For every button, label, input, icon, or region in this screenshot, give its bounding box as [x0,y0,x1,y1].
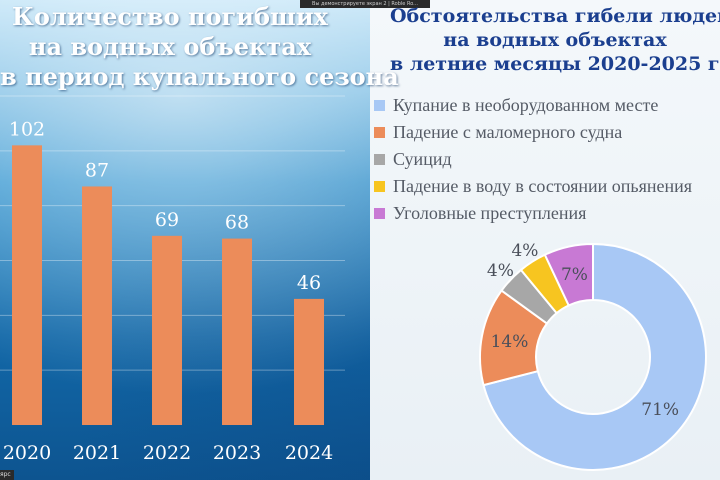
bar [222,238,252,425]
legend-swatch [374,100,385,111]
pie-title-line-3: в летние месяцы 2020-2025 год [390,53,720,75]
bar [294,298,324,425]
slice-value-label: 7% [561,265,588,285]
x-tick-label: 2023 [213,442,261,464]
bar-title-line-1: Количество погибших [12,2,328,31]
bar-value-label: 102 [9,118,45,140]
donut-slice [482,242,707,471]
legend-item: Суицид [374,146,720,173]
legend-label: Падение с маломерного судна [393,122,623,142]
pie-title-line-1: Обстоятельства гибели людей [390,5,720,27]
legend-item: Падение в воду в состоянии опьянения [374,173,720,200]
screen-share-banner[interactable]: Вы демонстрируете экран 2 | Roble Ro... [300,0,430,8]
x-tick-label: 2024 [285,442,333,464]
bar-value-label: 46 [297,272,321,294]
legend-swatch [374,127,385,138]
bar-title-line-2: на водных объектах [28,32,312,61]
corner-label: ярс [0,470,14,480]
slice-value-label: 4% [511,241,538,261]
legend-item: Купание в необорудованном месте [374,92,720,119]
bar [82,186,112,425]
legend-label: Падение в воду в состоянии опьянения [393,176,693,196]
slice-value-label: 71% [641,400,679,420]
legend-item: Уголовные преступления [374,200,720,227]
bar [152,235,182,425]
x-tick-label: 2021 [73,442,121,464]
pie-title-line-2: на водных объектах [443,29,667,51]
legend-swatch [374,208,385,219]
pie-chart-title: Обстоятельства гибели людей на водных об… [390,4,720,76]
slice-value-label: 4% [487,261,514,281]
slice-value-label: 14% [491,332,529,352]
bar-chart-title: Количество погибших на водных объектах в… [0,2,399,92]
legend-item: Падение с маломерного судна [374,119,720,146]
bar-title-line-3: в период купального сезона [0,62,399,91]
legend-swatch [374,181,385,192]
legend-label: Уголовные преступления [393,203,587,223]
pie-legend: Купание в необорудованном месте Падение … [374,92,720,227]
donut-slice [543,242,594,307]
bar-value-label: 69 [155,209,179,231]
bar [12,145,42,425]
bar-value-label: 68 [225,212,249,234]
x-tick-label: 2022 [143,442,191,464]
legend-swatch [374,154,385,165]
bar-value-label: 87 [85,159,109,181]
x-tick-label: 2020 [3,442,51,464]
legend-label: Купание в необорудованном месте [393,95,659,115]
legend-label: Суицид [393,149,452,169]
